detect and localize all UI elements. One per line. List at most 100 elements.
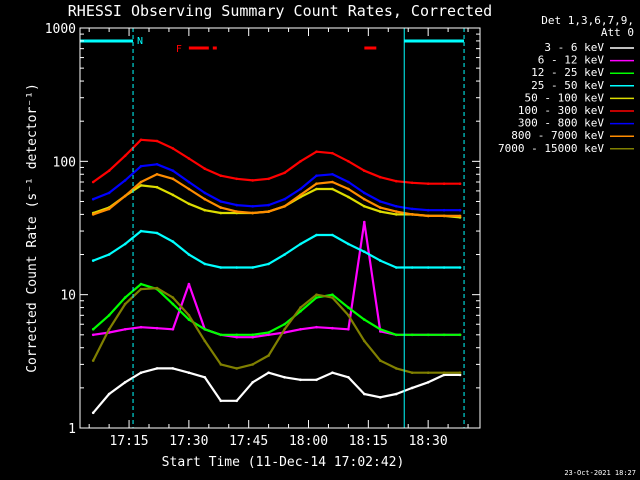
data-point xyxy=(139,371,143,375)
data-point xyxy=(91,259,95,262)
data-point xyxy=(347,160,350,163)
data-point xyxy=(458,182,462,185)
data-point xyxy=(363,220,366,224)
data-point xyxy=(91,333,95,337)
data-point xyxy=(251,363,254,366)
data-point xyxy=(123,296,127,299)
data-point xyxy=(379,200,382,203)
data-point xyxy=(107,169,111,172)
data-point xyxy=(171,177,175,181)
data-point xyxy=(426,371,430,375)
data-point xyxy=(123,302,127,306)
data-point xyxy=(187,314,191,317)
data-point xyxy=(155,326,159,330)
data-point xyxy=(171,328,175,331)
data-point xyxy=(267,371,270,375)
data-point xyxy=(187,282,191,286)
data-point xyxy=(267,331,270,334)
data-point xyxy=(235,203,238,207)
series-line-25-50keV xyxy=(92,230,461,269)
data-point xyxy=(363,339,366,343)
data-point xyxy=(219,200,223,203)
y-tick-label: 1 xyxy=(68,422,76,437)
data-point xyxy=(283,171,286,175)
legend-label: 12 - 25 keV xyxy=(531,66,604,79)
data-point xyxy=(139,180,143,184)
data-point xyxy=(107,253,111,256)
data-point xyxy=(203,191,207,195)
data-point xyxy=(410,181,414,185)
data-point xyxy=(299,306,302,309)
y-tick-label: 1000 xyxy=(45,22,76,37)
data-point xyxy=(299,187,302,191)
data-point xyxy=(139,282,143,286)
data-point xyxy=(283,322,286,326)
data-point xyxy=(426,182,430,185)
marker-layer xyxy=(132,28,465,428)
data-point xyxy=(91,213,95,216)
data-point xyxy=(283,205,286,208)
data-point xyxy=(363,169,366,172)
series-line-7000-15000keV xyxy=(92,287,461,374)
data-point xyxy=(347,376,350,379)
data-point xyxy=(315,187,318,191)
data-point xyxy=(442,208,446,212)
data-point xyxy=(379,359,382,362)
data-point xyxy=(331,296,334,299)
data-point xyxy=(395,179,398,183)
data-point xyxy=(347,314,350,317)
series-line-3-6keV xyxy=(92,367,461,414)
data-point xyxy=(251,211,254,215)
data-point xyxy=(458,333,462,337)
data-point xyxy=(203,197,207,201)
legend-label: 800 - 7000 keV xyxy=(511,129,604,142)
flag-label-f: F xyxy=(176,44,182,55)
data-point xyxy=(139,138,143,142)
flag-bar xyxy=(364,46,377,50)
data-point xyxy=(299,193,302,197)
data-point xyxy=(171,193,175,197)
x-tick-label: 17:30 xyxy=(169,434,208,449)
data-point xyxy=(91,411,95,415)
data-point xyxy=(123,242,127,246)
data-point xyxy=(347,195,350,199)
data-point xyxy=(203,339,207,343)
data-point xyxy=(139,325,143,329)
data-point xyxy=(379,175,382,179)
data-point xyxy=(203,376,207,379)
axis-layer: 1 10 100 1000 17:15 17:30 17:45 18:00 18:15 18:30 xyxy=(45,22,480,449)
data-point xyxy=(219,206,223,209)
data-point xyxy=(155,163,159,166)
data-point xyxy=(219,266,223,269)
data-point xyxy=(203,208,207,212)
data-point xyxy=(347,242,350,246)
y-tick-label: 100 xyxy=(53,155,76,170)
data-point xyxy=(187,371,191,375)
flag-bar xyxy=(188,46,209,50)
data-point xyxy=(299,310,302,313)
data-point xyxy=(442,182,446,185)
data-point xyxy=(235,177,238,181)
data-point xyxy=(187,253,191,256)
series-line-300-800keV xyxy=(92,163,461,212)
data-point xyxy=(363,191,366,195)
data-point xyxy=(299,242,302,246)
data-point xyxy=(219,363,223,366)
data-point xyxy=(155,173,159,176)
data-point xyxy=(251,266,254,269)
y-axis-label: Corrected Count Rate (s⁻¹ detector⁻¹) xyxy=(25,83,40,373)
data-point xyxy=(139,184,143,187)
data-point xyxy=(187,180,191,184)
x-tick-label: 17:45 xyxy=(229,434,268,449)
series-layer xyxy=(91,138,462,415)
legend-header-line-2: Att 0 xyxy=(601,26,634,39)
data-point xyxy=(171,169,175,172)
data-point xyxy=(251,179,254,182)
data-point xyxy=(347,306,350,309)
x-tick-label: 17:15 xyxy=(109,434,148,449)
data-point xyxy=(235,399,238,403)
x-tick-label: 18:30 xyxy=(409,434,448,449)
series-line-100-300keV xyxy=(92,138,461,185)
